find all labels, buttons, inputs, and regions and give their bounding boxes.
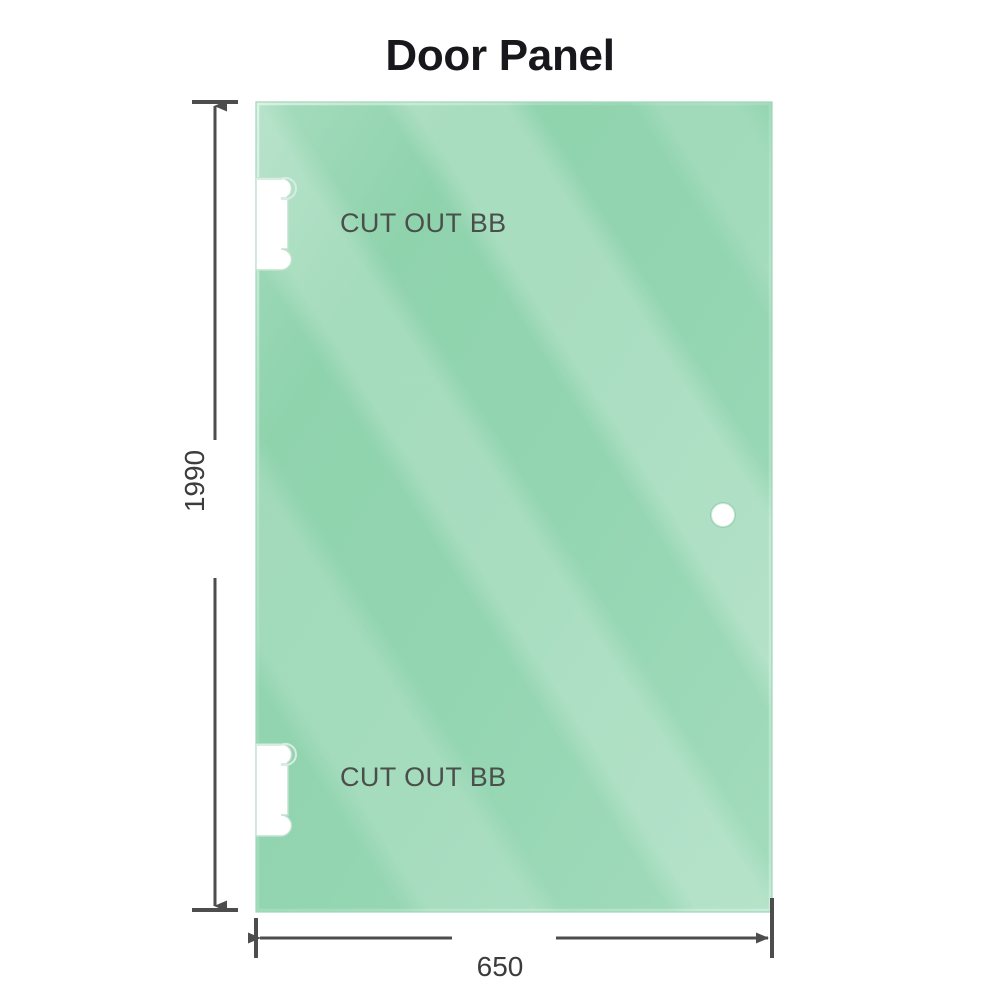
- cutout-bottom-inner-highlight: [256, 743, 297, 766]
- handle-hole: [710, 502, 736, 528]
- height-dimension-label: 1990: [179, 449, 210, 513]
- handle-hole-bore: [711, 503, 735, 527]
- cutout-bottom: [255, 743, 297, 837]
- cutout-top: [255, 177, 297, 271]
- panel-edge-highlight: [254, 100, 774, 914]
- cutout-bottom-shape: [255, 743, 293, 837]
- panel-reflection-streaks: [256, 102, 772, 912]
- page-title: Door Panel: [385, 31, 615, 80]
- cutout-top-label: CUT OUT BB: [340, 208, 507, 238]
- glass-door-panel: [254, 100, 774, 914]
- dimension-width: [248, 898, 774, 958]
- cutout-top-inner-highlight: [256, 177, 297, 200]
- cutout-top-shape: [255, 177, 293, 271]
- panel-outline: [255, 101, 773, 913]
- cutout-bottom-label: CUT OUT BB: [340, 762, 507, 792]
- dimension-height: [192, 100, 238, 912]
- width-dimension-label: 650: [476, 951, 524, 982]
